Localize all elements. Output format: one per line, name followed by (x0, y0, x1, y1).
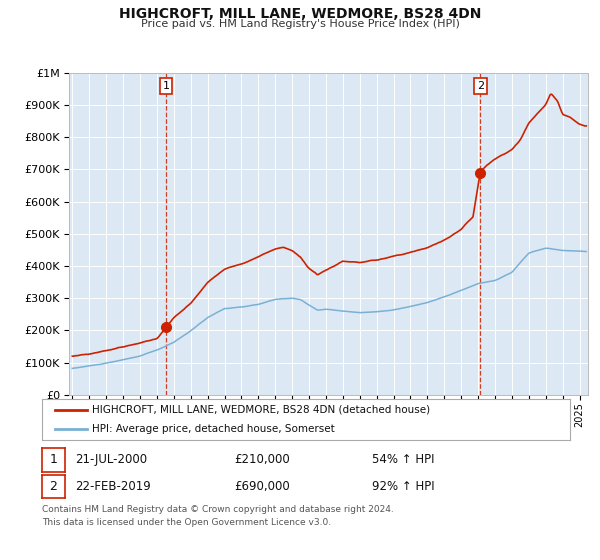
Text: 1: 1 (163, 81, 170, 91)
Text: HIGHCROFT, MILL LANE, WEDMORE, BS28 4DN: HIGHCROFT, MILL LANE, WEDMORE, BS28 4DN (119, 7, 481, 21)
Text: Contains HM Land Registry data © Crown copyright and database right 2024.
This d: Contains HM Land Registry data © Crown c… (42, 505, 394, 526)
Text: 2: 2 (477, 81, 484, 91)
Text: 2: 2 (49, 480, 58, 493)
Text: £690,000: £690,000 (234, 480, 290, 493)
Text: 54% ↑ HPI: 54% ↑ HPI (372, 453, 434, 466)
Text: 21-JUL-2000: 21-JUL-2000 (75, 453, 147, 466)
Text: £210,000: £210,000 (234, 453, 290, 466)
Text: 22-FEB-2019: 22-FEB-2019 (75, 480, 151, 493)
Text: HIGHCROFT, MILL LANE, WEDMORE, BS28 4DN (detached house): HIGHCROFT, MILL LANE, WEDMORE, BS28 4DN … (92, 405, 430, 415)
Text: Price paid vs. HM Land Registry's House Price Index (HPI): Price paid vs. HM Land Registry's House … (140, 19, 460, 29)
Text: 1: 1 (49, 453, 58, 466)
Text: 92% ↑ HPI: 92% ↑ HPI (372, 480, 434, 493)
Text: HPI: Average price, detached house, Somerset: HPI: Average price, detached house, Some… (92, 424, 335, 434)
